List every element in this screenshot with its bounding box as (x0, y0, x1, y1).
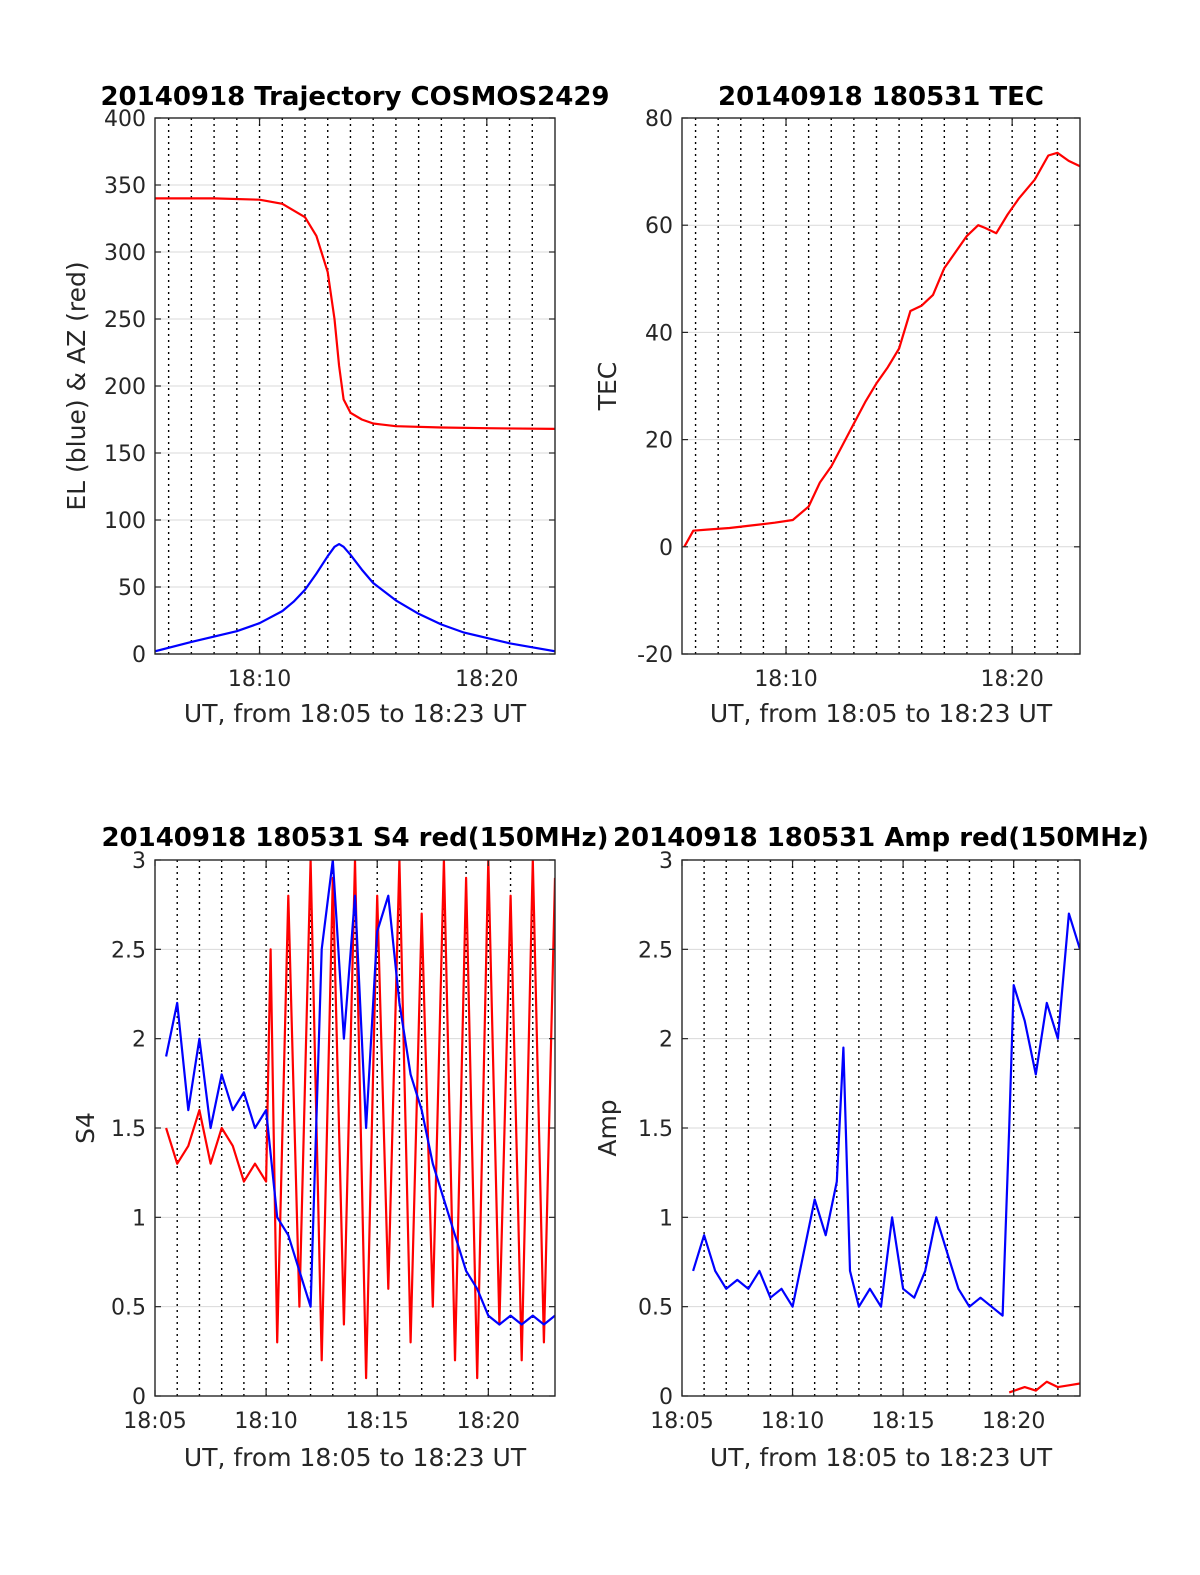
y-tick-label: 2.5 (111, 938, 146, 963)
x-tick-label: 18:20 (457, 1409, 520, 1434)
series-group (165, 860, 555, 1380)
chart-title: 20140918 180531 S4 red(150MHz) (101, 823, 608, 853)
plot-area: -20 0 20 40 60 80 18:10 18:20 (637, 107, 1081, 692)
plot-area: 0 50 100 150 200 250 300 350 400 18:10 18:20 (104, 107, 556, 692)
chart-title: 20140918 180531 TEC (718, 82, 1044, 112)
y-tick-label: 400 (104, 107, 146, 132)
y-tick-label: 150 (104, 442, 146, 467)
x-tick-label: 18:05 (650, 1409, 713, 1434)
x-tick-label: 18:10 (234, 1409, 297, 1434)
y-tick-label: 0.5 (111, 1296, 146, 1321)
x-tick-label: 18:05 (123, 1409, 186, 1434)
y-tick-label: 200 (104, 375, 146, 400)
panel-s4: 0 0.5 1 1.5 2 2.5 3 18:05 18:10 18:15 18:20 201409… (71, 823, 609, 1472)
series-line-el (155, 542, 555, 653)
y-tick-label: -20 (637, 643, 673, 668)
y-tick-label: 0 (659, 1385, 673, 1410)
x-axis-label: UT, from 18:05 to 18:23 UT (710, 1443, 1053, 1472)
y-tick-label: 50 (118, 576, 146, 601)
x-axis-label: UT, from 18:05 to 18:23 UT (184, 1443, 527, 1472)
y-tick-label: 0.5 (638, 1296, 673, 1321)
x-tick-label: 18:10 (761, 1409, 824, 1434)
panel-trajectory: 0 50 100 150 200 250 300 350 400 18:10 18:20 20140… (62, 82, 610, 728)
series-line-blue (165, 860, 555, 1326)
y-tick-label: 0 (132, 643, 146, 668)
series-line-red (1008, 1380, 1080, 1394)
y-tick-label: 1.5 (638, 1117, 673, 1142)
y-tick-label: 60 (645, 214, 673, 239)
y-tick-label: 350 (104, 174, 146, 199)
y-tick-label: 2 (659, 1028, 673, 1053)
chart-title: 20140918 180531 Amp red(150MHz) (613, 823, 1149, 853)
y-axis-label: S4 (71, 1112, 100, 1144)
y-tick-label: 1.5 (111, 1117, 146, 1142)
y-tick-label: 1 (132, 1206, 146, 1231)
y-tick-label: 0 (659, 536, 673, 561)
y-tick-label: 0 (132, 1385, 146, 1410)
y-tick-label: 2 (132, 1028, 146, 1053)
x-tick-label: 18:20 (982, 1409, 1045, 1434)
plot-area: 0 0.5 1 1.5 2 2.5 3 18:05 18:10 18:15 18:20 (111, 849, 556, 1434)
panel-amp: 0 0.5 1 1.5 2 2.5 3 18:05 18:10 18:15 18:20 201409… (593, 823, 1149, 1472)
x-tick-label: 18:10 (754, 667, 817, 692)
y-tick-label: 20 (645, 429, 673, 454)
y-axis-label: TEC (593, 362, 622, 412)
chart-title: 20140918 Trajectory COSMOS2429 (100, 82, 609, 112)
plot-area: 0 0.5 1 1.5 2 2.5 3 18:05 18:10 18:15 18:20 (638, 849, 1081, 1434)
series-line-blue (692, 912, 1080, 1317)
series-line-az (155, 197, 555, 430)
y-tick-label: 80 (645, 107, 673, 132)
y-tick-label: 3 (132, 849, 146, 874)
x-tick-label: 18:10 (228, 667, 291, 692)
axes-frame (681, 117, 1081, 655)
series-group (683, 151, 1080, 548)
y-axis-label: EL (blue) & AZ (red) (62, 261, 91, 510)
series-line-tec (683, 151, 1080, 548)
series-group (692, 912, 1080, 1394)
y-axis-label: Amp (593, 1099, 622, 1156)
series-group (155, 197, 555, 653)
x-axis-label: UT, from 18:05 to 18:23 UT (710, 699, 1053, 728)
y-tick-label: 3 (659, 849, 673, 874)
x-axis-label: UT, from 18:05 to 18:23 UT (184, 699, 527, 728)
x-tick-label: 18:20 (980, 667, 1043, 692)
y-tick-label: 250 (104, 308, 146, 333)
y-tick-label: 1 (659, 1206, 673, 1231)
panel-tec: -20 0 20 40 60 80 18:10 18:20 20140918 180531 T… (593, 82, 1081, 728)
x-tick-label: 18:20 (455, 667, 518, 692)
y-tick-label: 300 (104, 241, 146, 266)
y-tick-label: 100 (104, 509, 146, 534)
y-tick-label: 40 (645, 321, 673, 346)
x-tick-label: 18:15 (346, 1409, 409, 1434)
x-tick-label: 18:15 (871, 1409, 934, 1434)
y-tick-label: 2.5 (638, 938, 673, 963)
series-line-red (165, 860, 555, 1380)
